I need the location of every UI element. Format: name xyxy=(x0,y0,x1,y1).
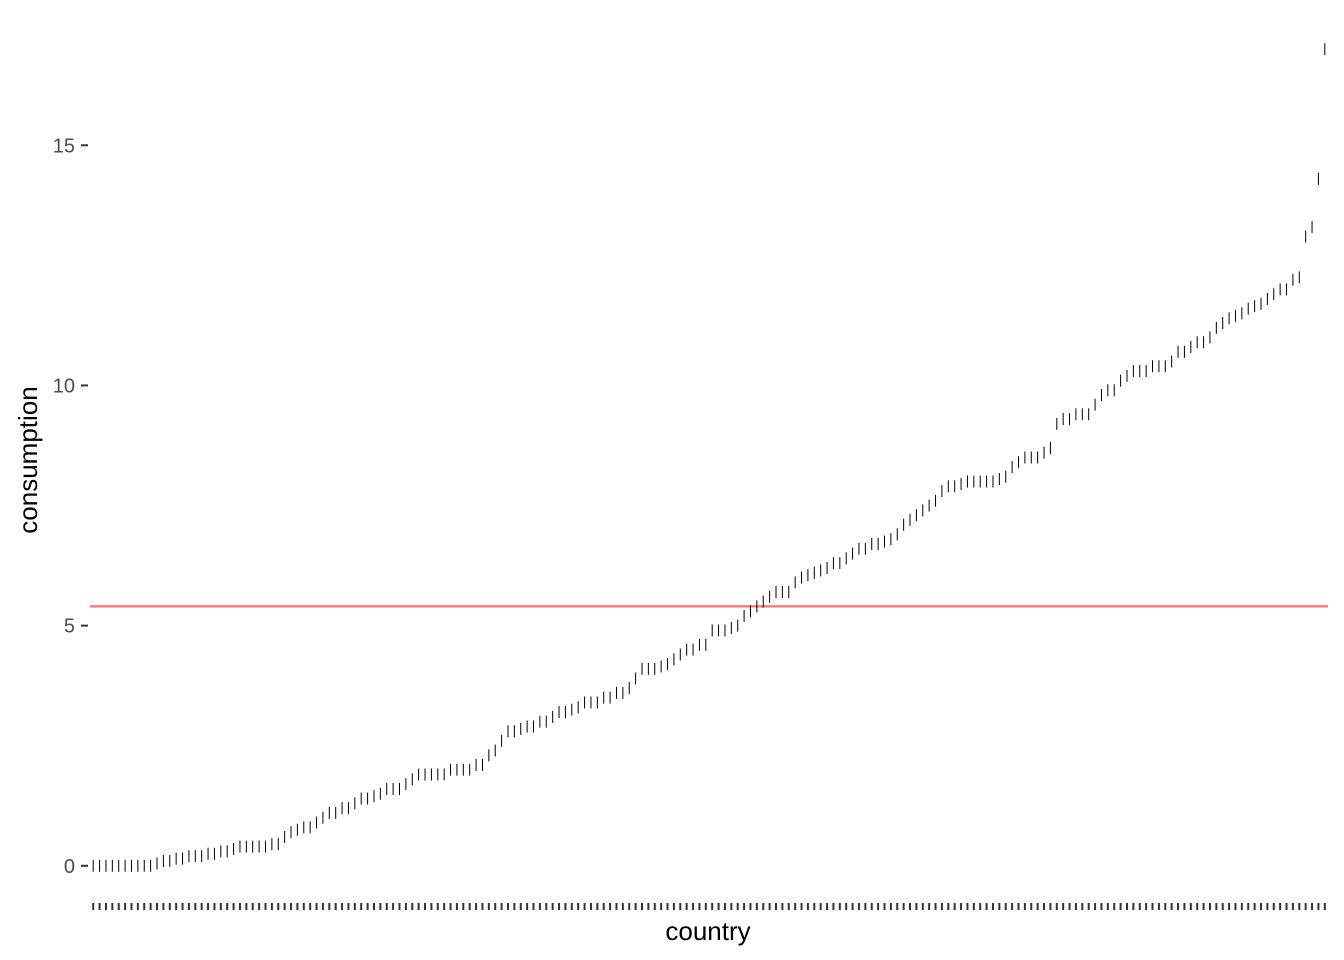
y-tick-label: 5 xyxy=(64,616,75,638)
y-tick-label: 10 xyxy=(53,375,75,397)
data-points xyxy=(92,43,1326,872)
y-axis-title: consumption xyxy=(13,386,43,533)
y-tick-label: 15 xyxy=(53,135,75,157)
y-axis: 0 5 10 15 xyxy=(53,135,88,878)
y-tick-label: 0 xyxy=(64,856,75,878)
x-axis-ticks xyxy=(92,903,1326,910)
x-axis-title: country xyxy=(665,916,750,946)
